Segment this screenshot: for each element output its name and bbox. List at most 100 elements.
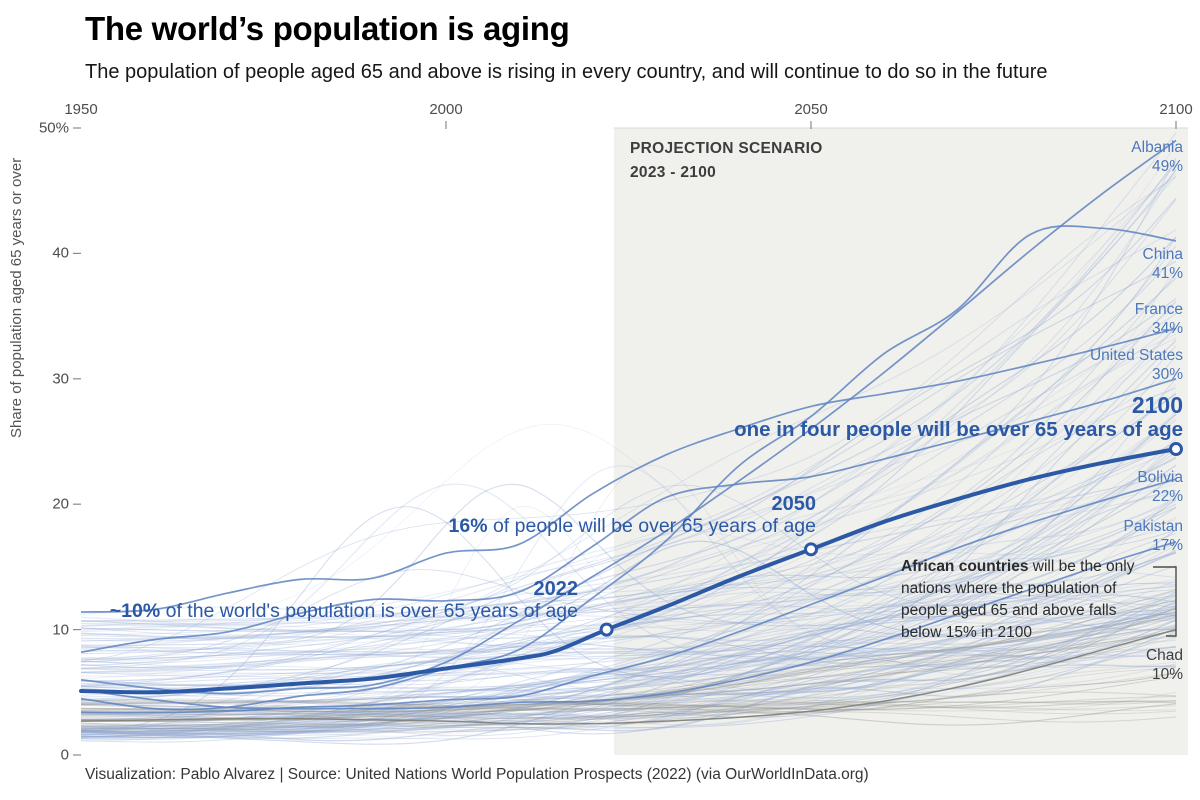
background-country-line bbox=[80, 526, 1177, 651]
projection-band bbox=[613, 128, 1188, 755]
background-country-line bbox=[80, 565, 1177, 732]
projection-scenario-label: PROJECTION SCENARIO 2023 - 2100 bbox=[630, 137, 823, 185]
background-country-line bbox=[80, 611, 1177, 740]
line-bolivia bbox=[80, 478, 1177, 714]
chart-subtitle: The population of people aged 65 and abo… bbox=[85, 61, 1048, 83]
series-name-china: China bbox=[1142, 245, 1184, 263]
background-country-line bbox=[80, 591, 1177, 639]
y-tick-label-40: 40 bbox=[52, 244, 69, 262]
annotation-2050-year: 2050 bbox=[771, 493, 817, 515]
background-country-line bbox=[80, 652, 1177, 735]
background-country-line bbox=[80, 586, 1177, 734]
background-country-line bbox=[80, 484, 1177, 622]
background-country-line bbox=[80, 236, 1177, 735]
background-country-line bbox=[80, 618, 1177, 738]
background-country-line bbox=[80, 393, 1177, 739]
background-country-line bbox=[80, 614, 1177, 715]
background-country-line bbox=[80, 584, 1177, 637]
background-country-line bbox=[80, 626, 1177, 743]
background-country-line bbox=[80, 542, 1177, 698]
background-country-line bbox=[80, 620, 1177, 729]
background-country-line bbox=[80, 699, 1176, 710]
background-country-line bbox=[80, 622, 1177, 668]
background-country-line bbox=[80, 144, 1177, 735]
background-country-line bbox=[80, 356, 1177, 730]
background-country-line bbox=[80, 583, 1177, 640]
background-country-line bbox=[80, 614, 1177, 739]
world-marker-2050 bbox=[804, 542, 818, 557]
background-country-line bbox=[80, 393, 1177, 642]
background-country-line bbox=[80, 419, 1177, 740]
background-country-line bbox=[80, 441, 1177, 736]
background-country-line bbox=[80, 699, 1177, 715]
background-country-line bbox=[80, 199, 1177, 652]
background-country-line bbox=[80, 255, 1177, 722]
background-country-line bbox=[80, 619, 1177, 727]
background-country-line bbox=[80, 529, 1177, 663]
background-country-line bbox=[80, 590, 1177, 664]
labeled-lines bbox=[79, 139, 1178, 725]
background-country-line bbox=[80, 498, 1177, 723]
background-country-line bbox=[80, 229, 1177, 661]
background-country-line bbox=[80, 470, 1177, 645]
background-country-line bbox=[80, 236, 1177, 655]
background-country-line bbox=[80, 473, 1177, 622]
background-country-line bbox=[80, 695, 1177, 713]
x-tick-label-2100: 2100 bbox=[1159, 101, 1193, 118]
background-country-line bbox=[81, 676, 1177, 716]
background-country-line bbox=[80, 552, 1177, 677]
background-country-line bbox=[80, 164, 1177, 738]
background-country-line bbox=[80, 418, 1177, 735]
background-country-line bbox=[80, 456, 1177, 730]
background-country-line bbox=[80, 197, 1177, 702]
credit-line: Visualization: Pablo Alvarez | Source: U… bbox=[85, 766, 869, 783]
background-country-line bbox=[80, 598, 1177, 696]
background-country-line bbox=[80, 464, 1177, 732]
background-country-line bbox=[80, 594, 1177, 669]
series-name-bolivia: Bolivia bbox=[1137, 469, 1183, 487]
background-country-line bbox=[80, 245, 1177, 654]
y-tick-label-10: 10 bbox=[52, 621, 69, 639]
background-country-line bbox=[80, 341, 1177, 731]
background-country-line bbox=[80, 497, 1177, 742]
background-country-line bbox=[80, 480, 1177, 663]
background-country-line bbox=[81, 629, 1177, 713]
world-marker-2022 bbox=[599, 622, 614, 637]
background-country-line bbox=[80, 595, 1177, 742]
background-country-line bbox=[80, 540, 1177, 637]
background-country-line bbox=[80, 618, 1177, 736]
background-country-line bbox=[80, 615, 1177, 715]
background-country-line bbox=[80, 593, 1177, 732]
background-country-line bbox=[80, 273, 1177, 738]
series-label-pakistan: Pakistan 17% bbox=[1053, 517, 1183, 555]
background-country-line bbox=[80, 506, 1177, 638]
background-country-line bbox=[80, 448, 1177, 636]
background-country-line bbox=[80, 337, 1177, 632]
background-country-line bbox=[80, 605, 1177, 687]
background-country-line bbox=[80, 173, 1177, 718]
background-country-line bbox=[80, 544, 1177, 703]
annotation-african-countries: African countries will be the only natio… bbox=[901, 558, 1135, 641]
series-name-pakistan: Pakistan bbox=[1123, 517, 1183, 535]
line-china bbox=[80, 225, 1177, 711]
background-country-line bbox=[80, 557, 1177, 625]
series-label-albania: Albania 49% bbox=[1053, 138, 1183, 176]
background-country-line bbox=[80, 176, 1177, 662]
background-country-line bbox=[80, 175, 1177, 732]
annotation-2050-text: 16% of people will be over 65 years of a… bbox=[448, 515, 816, 537]
series-name-chad: Chad bbox=[1145, 646, 1183, 664]
background-country-line bbox=[80, 648, 1177, 675]
background-country-line bbox=[80, 672, 1177, 733]
series-value-france: 34% bbox=[1151, 319, 1183, 337]
line-albania bbox=[80, 139, 1177, 695]
background-country-line bbox=[80, 645, 1177, 737]
background-country-line bbox=[80, 589, 1177, 704]
series-label-united-states: United States 30% bbox=[1053, 346, 1183, 384]
background-country-line bbox=[80, 608, 1177, 720]
series-label-chad: Chad 10% bbox=[1053, 646, 1183, 684]
background-country-line bbox=[80, 451, 1177, 683]
background-country-line bbox=[80, 413, 1177, 714]
background-country-line bbox=[80, 489, 1177, 640]
